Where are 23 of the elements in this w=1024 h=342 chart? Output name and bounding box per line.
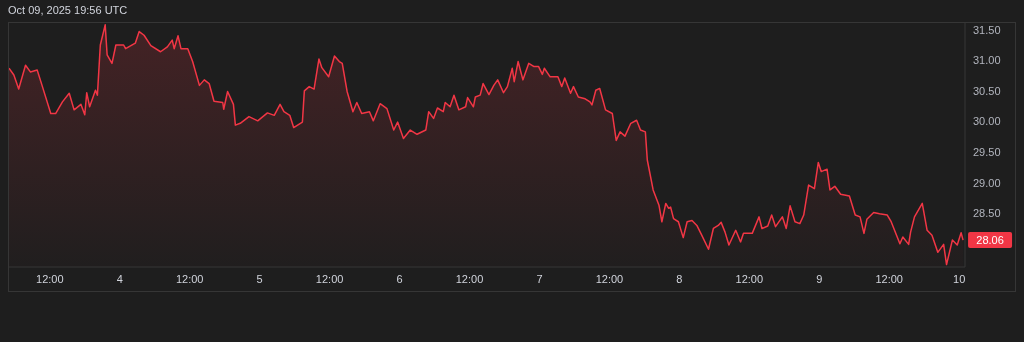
annotation: 28.06 bbox=[976, 234, 1004, 247]
y-tick-label: 29.50 bbox=[973, 145, 1001, 158]
y-tick-label: 30.50 bbox=[973, 84, 1001, 97]
text: Oct 09, 2025 19:56 UTC bbox=[8, 4, 128, 16]
y-tick-label: 31.00 bbox=[973, 54, 1001, 67]
x-tick-label: 8 bbox=[676, 272, 683, 285]
x-tick-label: 12:00 bbox=[875, 272, 903, 285]
x-tick-label: 6 bbox=[396, 272, 403, 285]
x-tick-label: 12:00 bbox=[735, 272, 764, 285]
y-tick-label: 30.00 bbox=[973, 115, 1001, 128]
x-tick-label: 5 bbox=[256, 272, 263, 285]
x-tick-label: 12:00 bbox=[595, 272, 624, 285]
x-tick-label: 7 bbox=[536, 272, 543, 285]
x-tick-label: 10 bbox=[953, 272, 966, 285]
x-tick-label: 12:00 bbox=[175, 272, 204, 285]
y-tick-label: 31.50 bbox=[973, 23, 1001, 36]
x-tick-label: 12:00 bbox=[315, 272, 344, 285]
x-tick-label: 12:00 bbox=[455, 272, 484, 285]
y-tick-label: 28.50 bbox=[973, 207, 1001, 220]
y-tick-label: 29.00 bbox=[973, 176, 1001, 189]
x-tick-label: 9 bbox=[816, 272, 823, 285]
x-tick-label: 12:00 bbox=[36, 272, 64, 285]
x-tick-label: 4 bbox=[116, 272, 123, 285]
